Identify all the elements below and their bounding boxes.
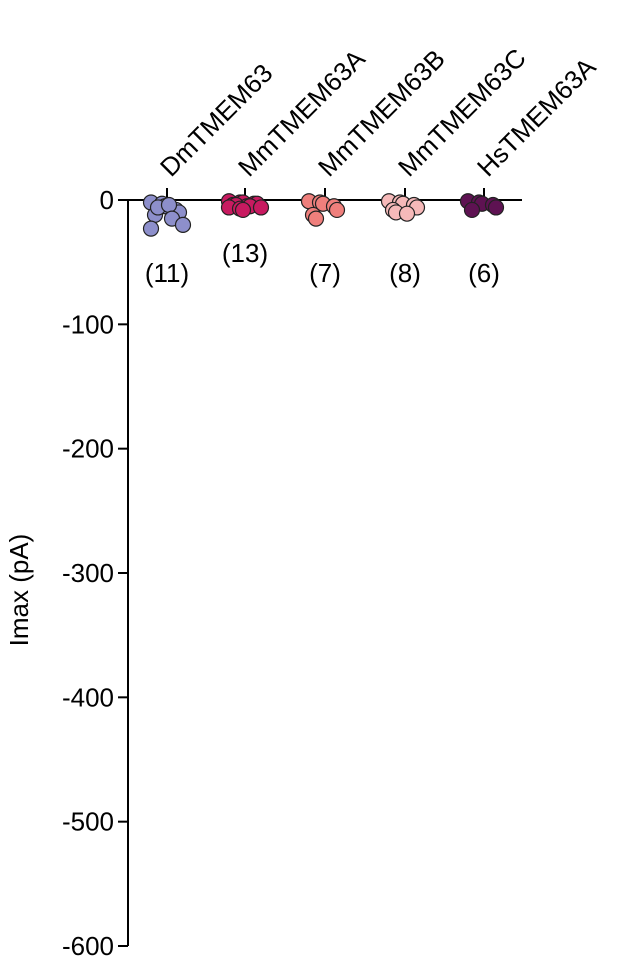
annotation: (6) [468,258,500,288]
data-point [174,216,192,233]
annotation: (8) [389,258,421,288]
y-tick-label: -600 [62,931,114,961]
y-tick-label: -300 [62,558,114,588]
data-point [328,201,346,219]
y-tick-label: -200 [62,434,114,464]
y-tick-label: 0 [100,185,114,215]
data-point [252,199,270,216]
annotation: (13) [222,238,268,268]
y-tick-label: -500 [62,807,114,837]
data-point [463,201,481,219]
data-point [307,210,325,227]
data-point [487,199,505,216]
annotation: (7) [309,258,341,288]
data-point [160,196,178,214]
y-axis-label: Imax (pA) [4,534,34,647]
data-point [142,220,160,237]
annotation: (11) [145,258,189,288]
data-point [234,201,252,219]
y-tick-label: -400 [62,682,114,712]
y-tick-label: -100 [62,309,114,339]
data-point [398,205,416,222]
